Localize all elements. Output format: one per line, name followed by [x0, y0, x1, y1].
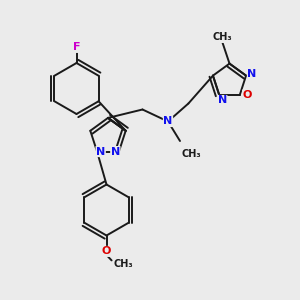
Text: CH₃: CH₃: [212, 32, 232, 43]
Text: N: N: [164, 116, 172, 127]
Text: O: O: [242, 90, 252, 100]
Text: N: N: [218, 95, 227, 106]
Text: N: N: [248, 69, 257, 79]
Text: N: N: [111, 146, 120, 157]
Text: N: N: [96, 146, 105, 157]
Text: CH₃: CH₃: [182, 149, 201, 159]
Text: O: O: [102, 246, 111, 256]
Text: F: F: [73, 42, 80, 52]
Text: CH₃: CH₃: [114, 259, 134, 269]
